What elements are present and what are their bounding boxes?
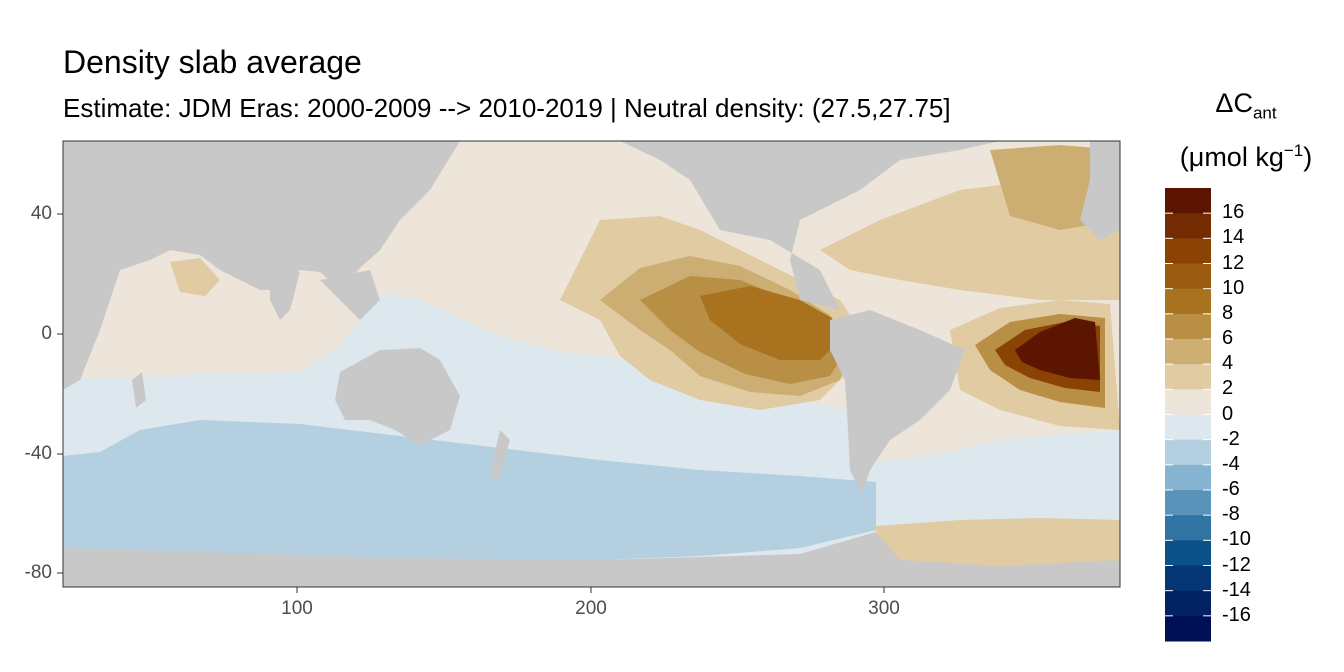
map-panel <box>63 141 1120 587</box>
legend-title: ΔCant (μmol kg−1) <box>1160 84 1332 176</box>
legend-tick-label: -16 <box>1222 603 1251 626</box>
land-southeast-asia <box>320 270 380 320</box>
y-tick-label: 40 <box>30 203 52 224</box>
legend-tick-label: -4 <box>1222 452 1240 475</box>
legend-swatch <box>1165 263 1211 290</box>
legend-tick-label: 10 <box>1222 276 1245 299</box>
legend-swatch <box>1165 540 1211 566</box>
legend-tick-label: -6 <box>1222 478 1240 500</box>
land-india <box>270 272 300 320</box>
y-tick-label: 0 <box>41 323 52 344</box>
legend-swatch <box>1165 515 1211 541</box>
legend-tick-label: -10 <box>1222 528 1251 551</box>
legend-swatch <box>1165 213 1211 239</box>
land-south-america <box>830 310 965 495</box>
legend-symbol: ΔC <box>1215 88 1253 118</box>
legend-unit-suffix: ) <box>1303 142 1313 173</box>
legend-swatch <box>1165 238 1211 264</box>
legend-tick-label: 2 <box>1222 377 1234 400</box>
region-atlantic-hotspot-core <box>1015 318 1100 380</box>
legend-colorbar <box>1165 188 1211 642</box>
legend-tick-label: 14 <box>1222 226 1245 249</box>
legend-tick-label: -12 <box>1222 553 1251 576</box>
legend-swatch <box>1165 188 1211 214</box>
legend-swatch <box>1165 313 1211 340</box>
chart-subtitle: Estimate: JDM Eras: 2000-2009 --> 2010-2… <box>63 93 951 123</box>
legend-swatch <box>1165 288 1211 315</box>
x-tick-label: 200 <box>575 598 607 619</box>
legend-swatch <box>1165 615 1211 642</box>
legend-tick-label: -14 <box>1222 578 1251 601</box>
legend-tick-label: -8 <box>1222 503 1240 526</box>
y-tick-label: -40 <box>24 443 52 464</box>
land-madagascar <box>132 372 146 408</box>
region-pacific-core <box>700 286 840 360</box>
land-north-america <box>620 141 1000 310</box>
region-atlantic-south-tan <box>876 518 1120 566</box>
legend-swatch <box>1165 414 1211 441</box>
land-africa-asia-west <box>63 141 460 390</box>
region-atlantic-south-band <box>876 448 1120 526</box>
x-tick-label: 100 <box>281 598 313 619</box>
legend-tick-label: -2 <box>1222 427 1240 450</box>
legend-tick-label: 12 <box>1222 251 1245 274</box>
legend-tick-label: 8 <box>1222 301 1234 324</box>
chart-title: Density slab average <box>63 44 362 80</box>
region-southern-blue <box>63 420 876 560</box>
legend-swatch <box>1165 389 1211 415</box>
legend-swatch <box>1165 364 1211 390</box>
legend-unit-prefix: (μmol kg <box>1179 142 1284 173</box>
legend-swatch <box>1165 590 1211 617</box>
land-new-zealand <box>490 430 510 480</box>
legend-swatch <box>1165 464 1211 491</box>
land-australia <box>335 348 460 445</box>
y-axis <box>57 213 63 574</box>
legend-swatch <box>1165 439 1211 466</box>
land-masses <box>63 141 1120 587</box>
legend-unit-line: (μmol kg−1) <box>1160 132 1332 176</box>
legend-tick-label: 0 <box>1222 402 1234 425</box>
legend-tick-label: 4 <box>1222 352 1234 375</box>
legend-tick-label: 6 <box>1222 327 1234 349</box>
y-tick-label: -80 <box>24 562 52 583</box>
legend-symbol-line: ΔCant <box>1160 84 1332 132</box>
legend-swatch <box>1165 565 1211 592</box>
x-axis <box>296 587 885 593</box>
legend-swatch <box>1165 490 1211 516</box>
land-antarctica <box>63 532 1120 587</box>
x-tick-label: 300 <box>868 598 900 619</box>
legend-symbol-sub: ant <box>1252 103 1277 123</box>
region-arabian-sea <box>170 258 220 296</box>
legend-swatch <box>1165 339 1211 365</box>
legend-tick-label: 16 <box>1222 201 1245 224</box>
land-europe <box>1080 141 1120 240</box>
legend-unit-sup: −1 <box>1283 141 1304 161</box>
